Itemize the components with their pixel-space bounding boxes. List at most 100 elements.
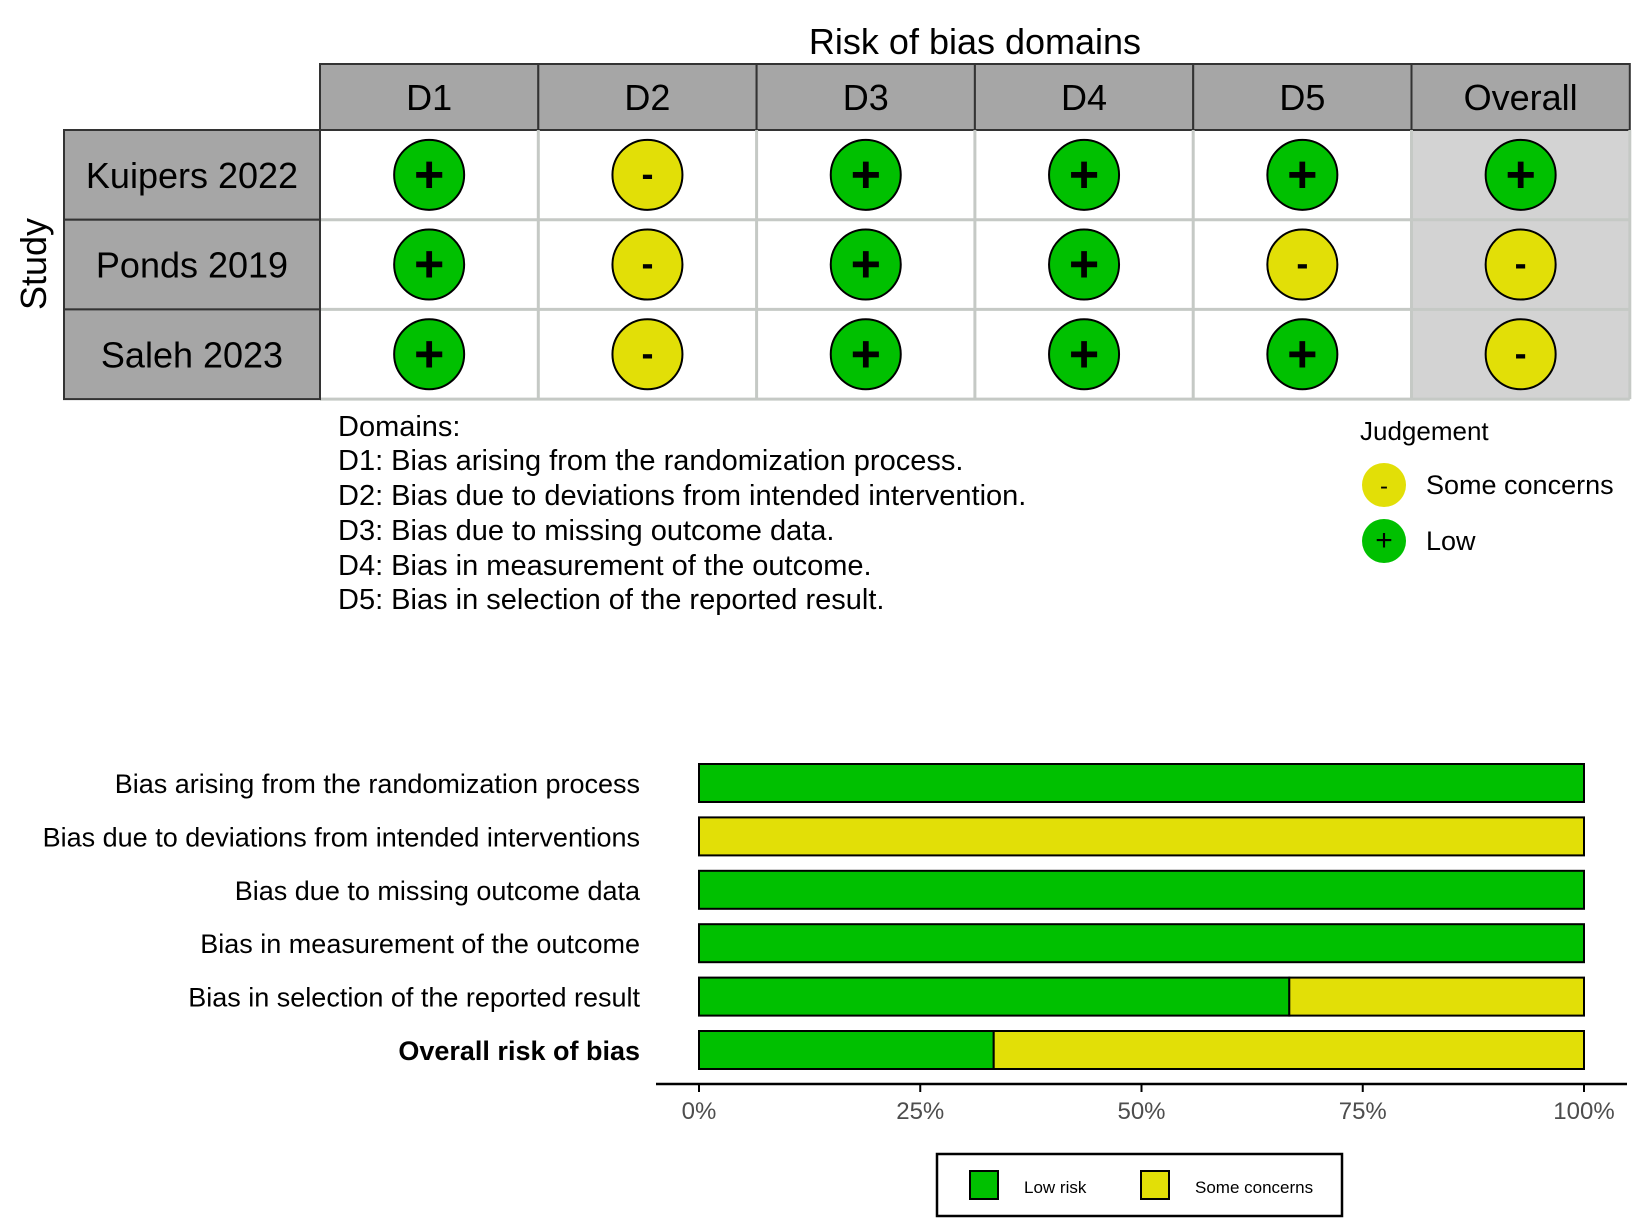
judgement-symbol: + (851, 146, 881, 204)
domain-notes: Domains: D1: Bias arising from the rando… (338, 411, 1026, 616)
bar-segment-some-concerns (1288, 976, 1586, 1017)
judgement-symbol: + (1505, 146, 1535, 204)
traffic-light-grid: D1 D2 D3 D4 D5 Overall Kuipers 2022 + - + + + + Ponds… (63, 63, 1632, 401)
domain-note-d5: D5: Bias in selection of the reported re… (338, 584, 884, 616)
study-label-kuipers-2022: Kuipers 2022 (86, 155, 298, 196)
judgement-symbol: - (1296, 243, 1308, 284)
bar-category-label: Bias due to missing outcome data (235, 876, 641, 906)
judgement-low-icon: + (393, 318, 466, 391)
judgement-low-icon: + (1048, 228, 1121, 301)
summary-bar-plot: Bias arising from the randomization proc… (43, 763, 1627, 1218)
traffic-light-plot: Risk of bias domains Study D1 D2 D3 D4 D5 Ove… (13, 21, 1632, 616)
bar-segment-low-risk (698, 1030, 995, 1070)
judgement-legend-symbol: - (1380, 473, 1388, 500)
low-legend-icon (1362, 519, 1406, 563)
judgement-legend-item-low: + Low (1362, 519, 1476, 563)
column-header-label-d4: D4 (1061, 77, 1107, 118)
judgement-some-concerns-icon: - (1484, 228, 1557, 301)
bar-segment-low-risk (698, 923, 1585, 964)
domain-note-d1: D1: Bias arising from the randomization … (338, 445, 963, 477)
judgement-legend-label: Low (1426, 526, 1476, 556)
bar-category-label: Bias due to deviations from intended int… (43, 822, 640, 852)
bar-legend-label-low-risk: Low risk (1024, 1178, 1087, 1197)
judgement-low-icon: + (1266, 318, 1339, 391)
bar-category-label: Bias in selection of the reported result (188, 983, 640, 1013)
study-axis-label: Study (13, 218, 54, 310)
study-label-saleh-2023: Saleh 2023 (101, 334, 283, 375)
bar-legend-swatch-low-risk (969, 1170, 999, 1200)
judgement-some-concerns-icon: - (611, 228, 684, 301)
judgement-low-icon: + (829, 318, 902, 391)
judgement-symbol: + (414, 325, 444, 383)
judgement-some-concerns-icon: - (611, 138, 684, 211)
x-axis-tick-label: 100% (1553, 1098, 1614, 1125)
judgement-symbol: + (1069, 146, 1099, 204)
judgement-symbol: + (851, 325, 881, 383)
judgement-legend-label: Some concerns (1426, 470, 1614, 500)
column-header-label-d5: D5 (1279, 77, 1325, 118)
domain-note-d4: D4: Bias in measurement of the outcome. (338, 550, 872, 582)
judgement-symbol: + (414, 146, 444, 204)
column-header-label-d1: D1 (406, 77, 452, 118)
judgement-symbol: - (641, 332, 653, 373)
traffic-light-title: Risk of bias domains (809, 21, 1141, 62)
domain-note-d3: D3: Bias due to missing outcome data. (338, 515, 834, 547)
bar-segment-low-risk (698, 869, 1585, 910)
x-axis-tick-label: 50% (1117, 1098, 1165, 1125)
domain-note-d2: D2: Bias due to deviations from intended… (338, 480, 1026, 512)
x-axis-tick-label: 0% (682, 1098, 717, 1125)
study-row-header (63, 218, 321, 311)
bar-category-label: Overall risk of bias (398, 1036, 640, 1066)
judgement-low-icon: + (1484, 138, 1557, 211)
column-header-d2 (537, 63, 758, 131)
judgement-some-concerns-icon: - (611, 318, 684, 391)
judgement-low-icon: + (1048, 318, 1121, 391)
judgement-low-icon: + (829, 138, 902, 211)
bar-category-label: Bias in measurement of the outcome (200, 929, 640, 959)
x-axis-tick-label: 25% (896, 1098, 944, 1125)
judgement-some-concerns-icon: - (1484, 318, 1557, 391)
study-row-header (63, 308, 321, 401)
column-header-d5 (1192, 63, 1413, 131)
column-header-d3 (755, 63, 976, 131)
bar-segment-some-concerns (698, 816, 1585, 857)
judgement-legend-title: Judgement (1360, 416, 1489, 446)
column-header-label-overall: Overall (1464, 77, 1578, 118)
judgement-symbol: + (1069, 236, 1099, 294)
study-label-ponds-2019: Ponds 2019 (96, 245, 288, 286)
bar-category-label: Bias arising from the randomization proc… (115, 769, 640, 799)
domain-notes-heading: Domains: (338, 411, 461, 443)
x-axis-tick-label: 75% (1339, 1098, 1387, 1125)
judgement-symbol: - (641, 153, 653, 194)
judgement-low-icon: + (829, 228, 902, 301)
bar-segment-low-risk (698, 976, 1291, 1017)
study-row-header (63, 129, 321, 221)
column-header-d1 (319, 63, 540, 131)
bar-legend-swatch-some-concerns (1140, 1170, 1170, 1200)
bar-legend-box (935, 1152, 1344, 1218)
judgement-legend-item-some-concerns: - Some concerns (1362, 463, 1614, 507)
bar-segment-some-concerns (992, 1030, 1585, 1070)
judgement-some-concerns-icon: - (1266, 228, 1339, 301)
judgement-low-icon: + (393, 228, 466, 301)
judgement-low-icon: + (393, 138, 466, 211)
column-header-overall (1410, 63, 1631, 131)
some-concerns-legend-icon (1362, 463, 1406, 507)
bar-legend: Low risk Some concerns (935, 1152, 1344, 1218)
judgement-symbol: - (1515, 243, 1527, 284)
judgement-low-icon: + (1048, 138, 1121, 211)
judgement-symbol: - (1515, 332, 1527, 373)
judgement-symbol: + (851, 236, 881, 294)
judgement-symbol: + (1287, 146, 1317, 204)
column-header-label-d2: D2 (624, 77, 670, 118)
column-header-d4 (973, 63, 1195, 131)
judgement-low-icon: + (1266, 138, 1339, 211)
judgement-symbol: - (641, 243, 653, 284)
judgement-symbol: + (1287, 325, 1317, 383)
column-header-label-d3: D3 (843, 77, 889, 118)
judgement-symbol: + (1069, 325, 1099, 383)
judgement-legend: Judgement - Some concerns + Low (1360, 416, 1614, 563)
judgement-symbol: + (414, 236, 444, 294)
judgement-legend-symbol: + (1375, 524, 1393, 557)
bar-legend-label-some-concerns: Some concerns (1195, 1178, 1313, 1197)
